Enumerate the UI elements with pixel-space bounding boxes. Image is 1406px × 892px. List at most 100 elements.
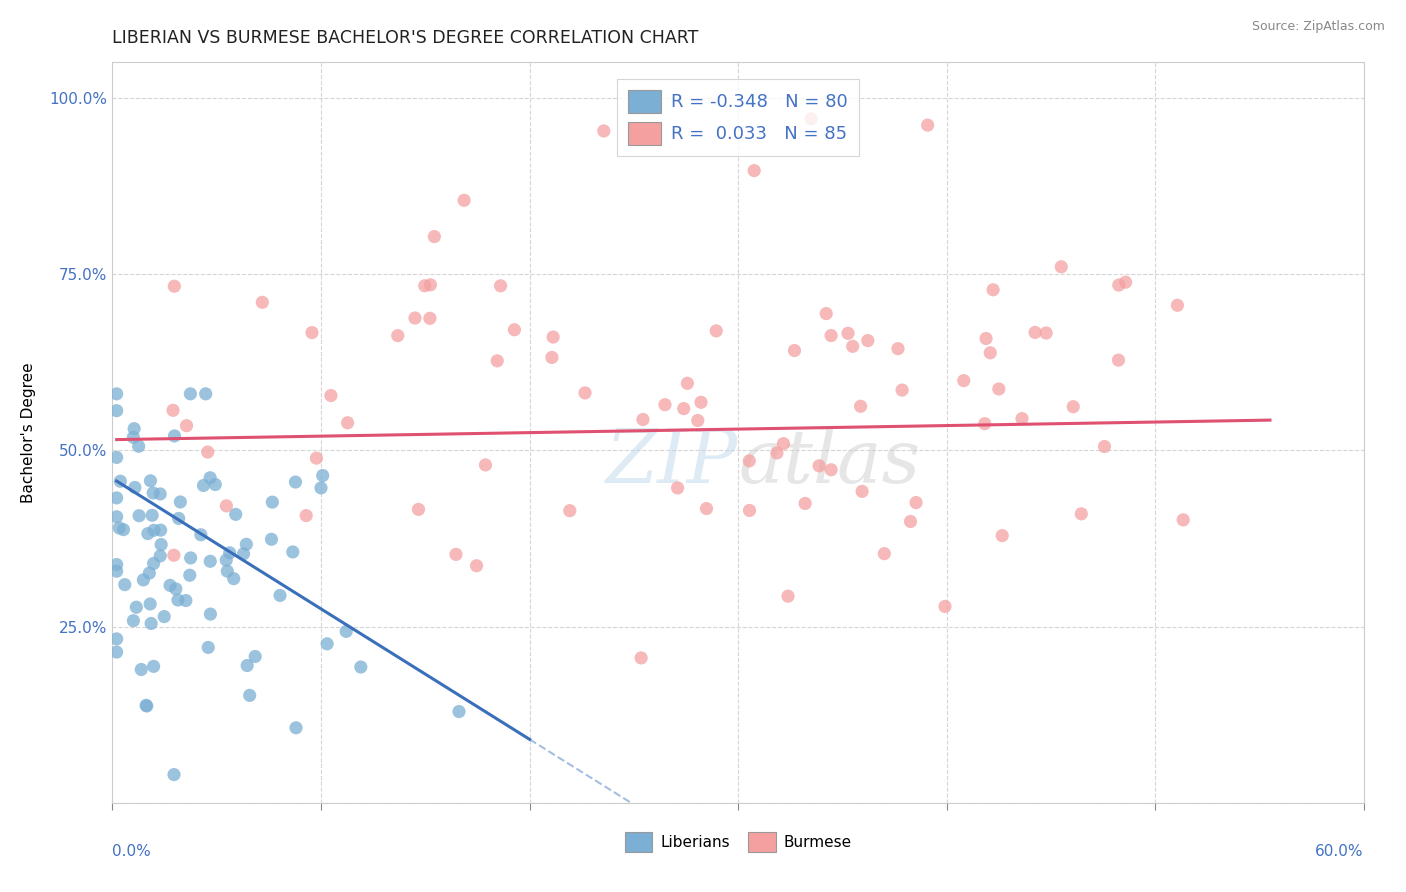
Point	[239, 689, 262, 703]
Point	[163, 429, 186, 443]
Point	[849, 399, 872, 413]
Point	[139, 597, 162, 611]
Point	[1024, 326, 1046, 340]
Point	[225, 508, 247, 522]
Point	[284, 475, 307, 489]
Point	[215, 553, 238, 567]
Text: atlas: atlas	[738, 426, 921, 499]
Point	[197, 640, 219, 655]
Point	[1107, 353, 1129, 368]
Point	[114, 577, 136, 591]
Point	[841, 339, 863, 353]
Point	[676, 376, 699, 391]
Point	[974, 332, 997, 346]
Point	[105, 564, 128, 578]
Point	[108, 521, 131, 535]
Point	[934, 599, 956, 614]
Point	[135, 698, 157, 713]
Point	[917, 118, 939, 132]
Text: 0.0%: 0.0%	[112, 844, 152, 858]
Text: Source: ZipAtlas.com: Source: ZipAtlas.com	[1251, 20, 1385, 33]
Point	[558, 503, 581, 517]
Point	[136, 526, 159, 541]
Point	[419, 277, 441, 292]
Point	[132, 573, 155, 587]
Point	[174, 593, 197, 607]
Point	[447, 705, 470, 719]
Legend: Liberians, Burmese: Liberians, Burmese	[619, 826, 858, 858]
Point	[319, 388, 342, 402]
Point	[489, 278, 512, 293]
Point	[800, 112, 823, 126]
Point	[820, 463, 842, 477]
Point	[235, 537, 257, 551]
Y-axis label: Bachelor's Degree: Bachelor's Degree	[21, 362, 35, 503]
Point	[887, 342, 910, 356]
Point	[1115, 275, 1137, 289]
Point	[851, 484, 873, 499]
Point	[167, 511, 190, 525]
Point	[295, 508, 318, 523]
Point	[252, 295, 274, 310]
Text: 60.0%: 60.0%	[1316, 844, 1364, 858]
Point	[141, 508, 163, 523]
Point	[387, 328, 409, 343]
Point	[142, 659, 165, 673]
Point	[179, 568, 201, 582]
Point	[592, 124, 614, 138]
Point	[142, 486, 165, 500]
Point	[1011, 411, 1033, 425]
Point	[631, 412, 654, 426]
Point	[204, 477, 226, 491]
Text: ZIP: ZIP	[606, 426, 738, 499]
Point	[262, 495, 284, 509]
Point	[197, 445, 219, 459]
Text: LIBERIAN VS BURMESE BACHELOR'S DEGREE CORRELATION CHART: LIBERIAN VS BURMESE BACHELOR'S DEGREE CO…	[112, 29, 699, 47]
Point	[105, 632, 128, 646]
Point	[105, 403, 128, 417]
Point	[142, 557, 165, 571]
Point	[139, 616, 162, 631]
Point	[125, 600, 148, 615]
Point	[138, 566, 160, 580]
Point	[159, 578, 181, 592]
Point	[1062, 400, 1084, 414]
Point	[260, 533, 283, 547]
Point	[222, 572, 245, 586]
Point	[891, 383, 914, 397]
Point	[336, 416, 359, 430]
Point	[180, 550, 202, 565]
Point	[1035, 326, 1057, 340]
Point	[654, 398, 676, 412]
Point	[1050, 260, 1073, 274]
Point	[952, 374, 974, 388]
Point	[423, 229, 446, 244]
Point	[129, 663, 152, 677]
Point	[408, 502, 430, 516]
Point	[200, 554, 222, 568]
Point	[190, 527, 212, 541]
Point	[690, 395, 713, 409]
Point	[215, 499, 238, 513]
Point	[163, 548, 186, 562]
Point	[105, 558, 128, 572]
Point	[122, 614, 145, 628]
Point	[856, 334, 879, 348]
Point	[105, 491, 128, 505]
Point	[198, 471, 221, 485]
Point	[444, 548, 467, 562]
Point	[738, 454, 761, 468]
Point	[503, 323, 526, 337]
Point	[179, 387, 201, 401]
Point	[453, 194, 475, 208]
Point	[105, 645, 128, 659]
Point	[139, 474, 162, 488]
Point	[574, 385, 596, 400]
Point	[122, 430, 145, 444]
Point	[541, 330, 564, 344]
Point	[285, 721, 308, 735]
Point	[149, 523, 172, 537]
Point	[695, 501, 717, 516]
Point	[776, 589, 799, 603]
Point	[243, 649, 266, 664]
